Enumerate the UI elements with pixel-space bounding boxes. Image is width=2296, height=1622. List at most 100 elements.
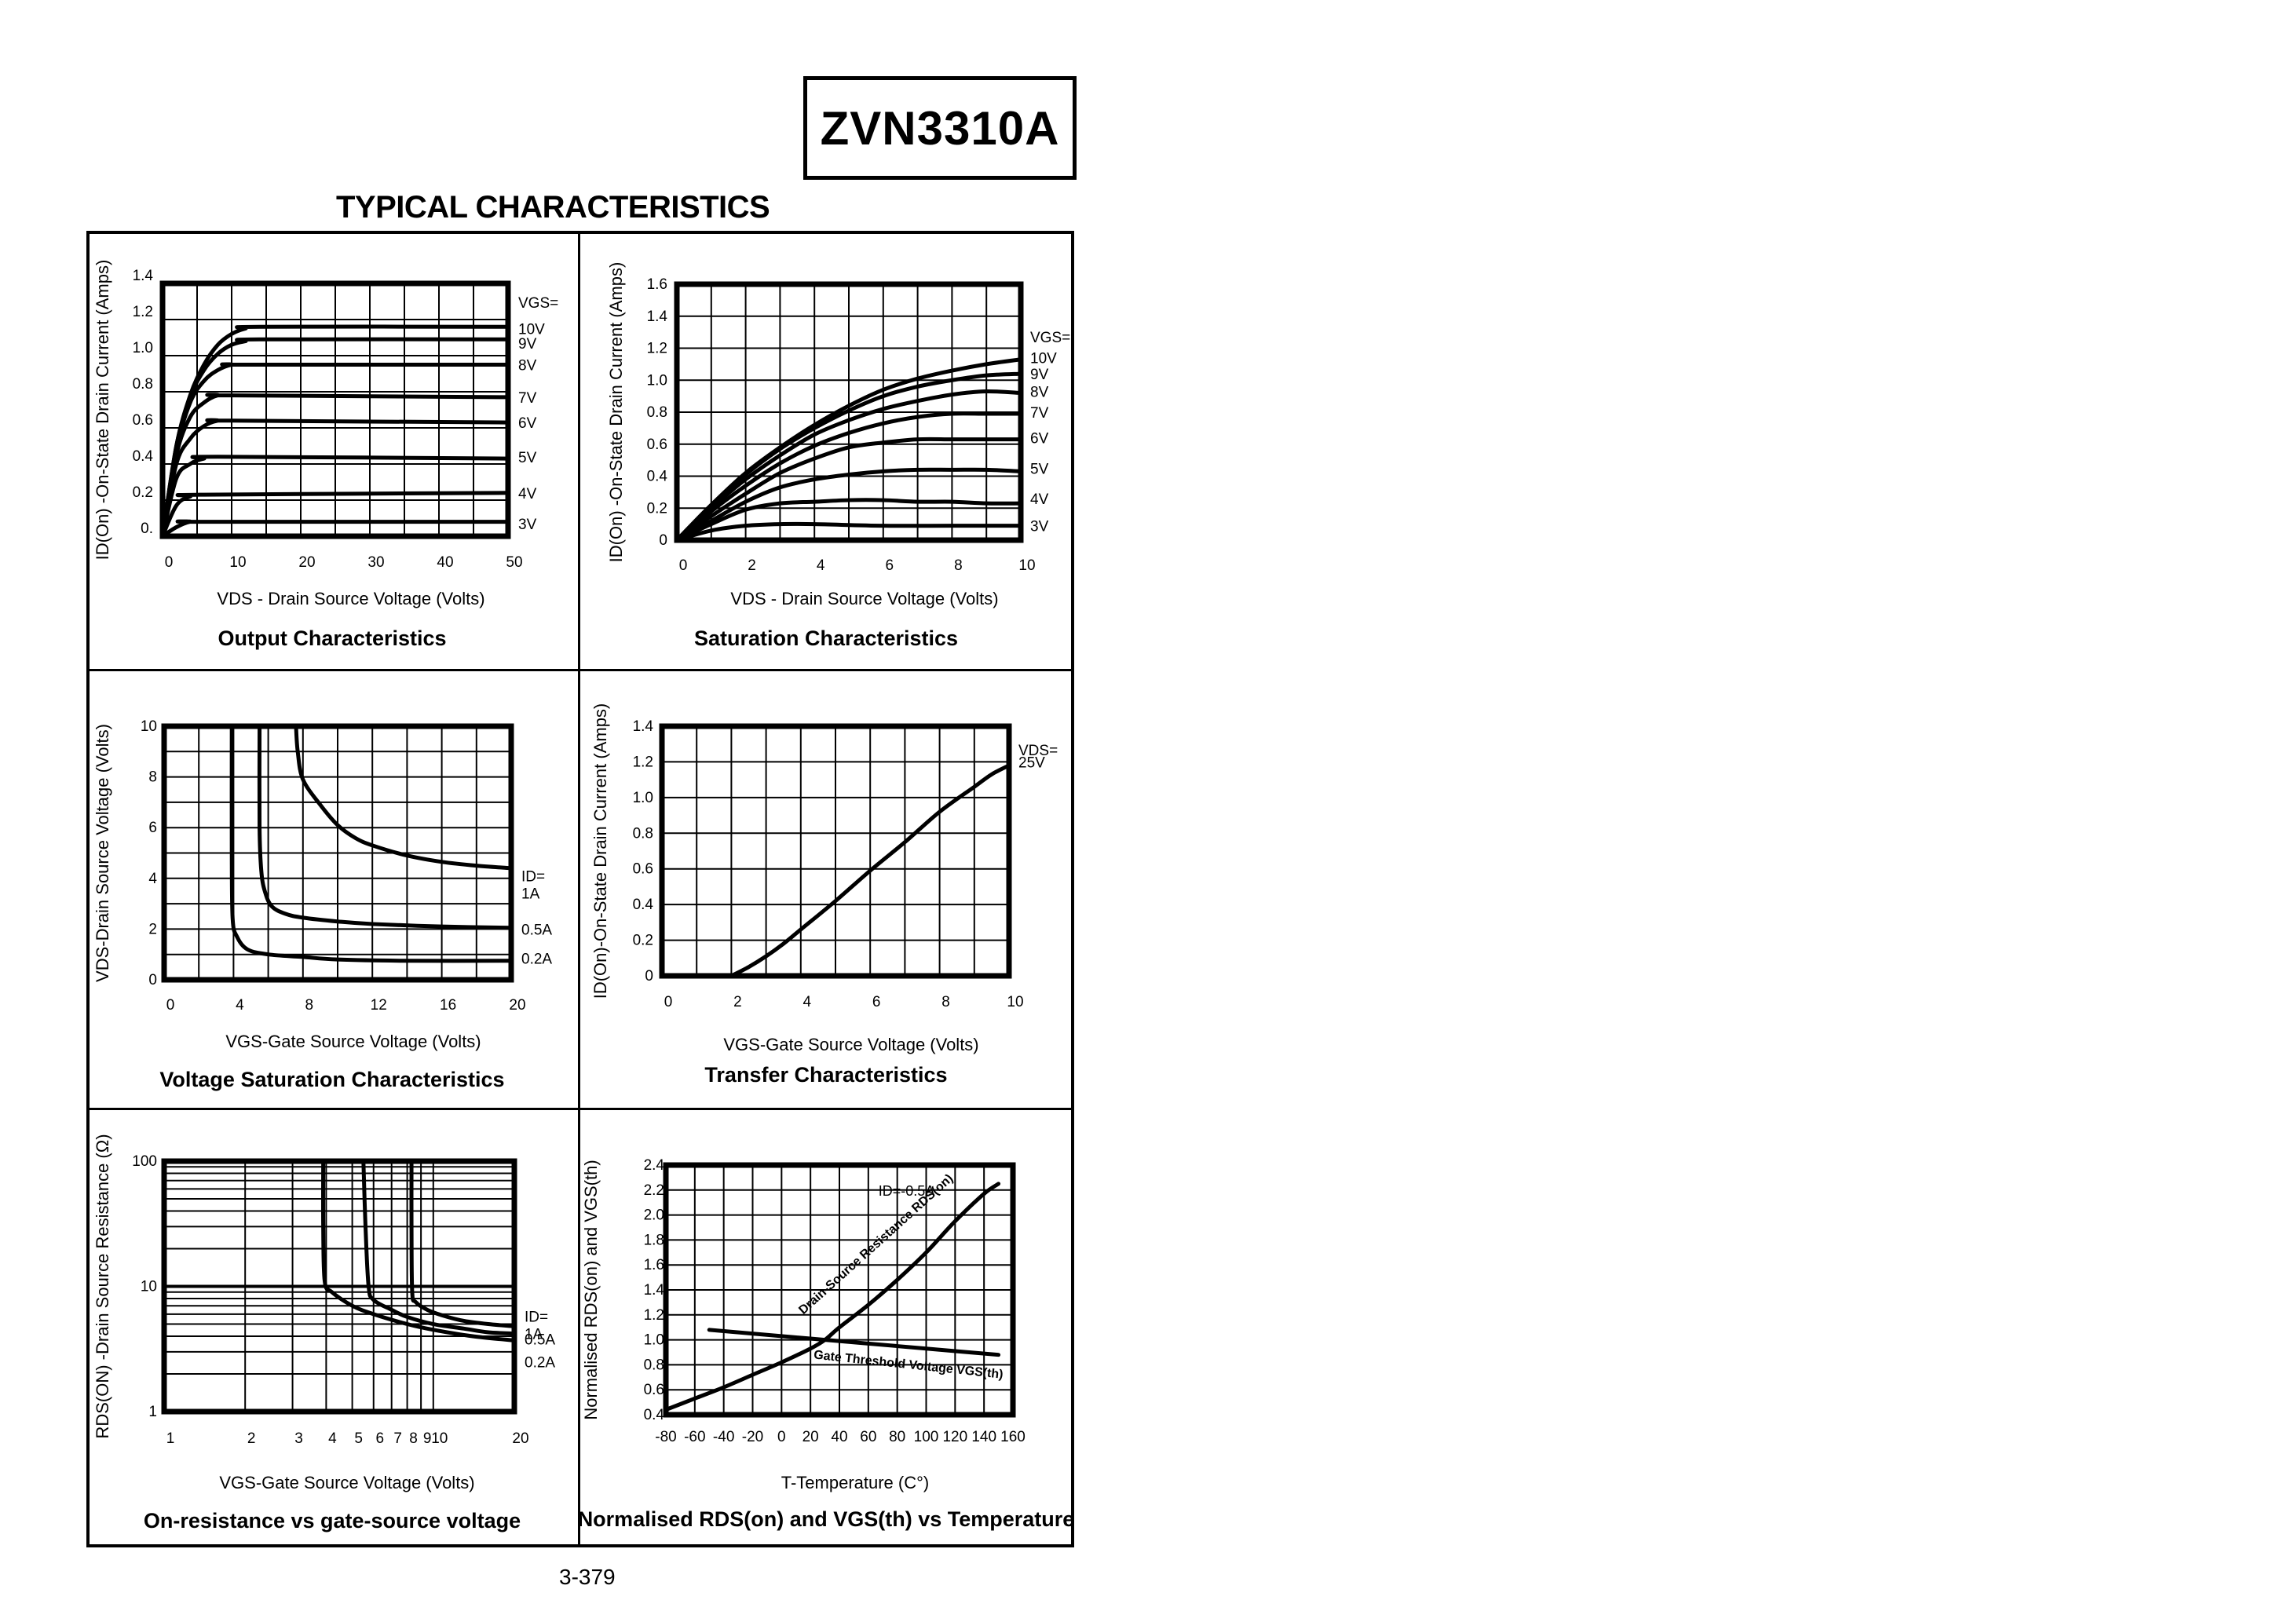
svg-text:1.2: 1.2 [133, 304, 153, 320]
svg-text:1A: 1A [525, 1326, 543, 1343]
svg-text:0.6: 0.6 [644, 1382, 664, 1398]
y-axis-label: ID(On) -On-State Drain Current (Amps) [606, 262, 626, 563]
svg-text:8: 8 [305, 997, 314, 1014]
svg-text:0.2A: 0.2A [521, 952, 552, 968]
svg-text:4: 4 [817, 557, 825, 574]
svg-text:10: 10 [431, 1430, 448, 1447]
series-line [294, 724, 514, 871]
chart-transfer: 0 0.2 0.4 0.6 0.8 1.0 1.2 1.4 0 2 4 6 8 10 VGS-Gate So… [590, 703, 1058, 1087]
svg-text:0.6: 0.6 [647, 437, 667, 453]
svg-text:0: 0 [664, 994, 673, 1010]
svg-text:4V: 4V [518, 486, 537, 502]
grid [163, 283, 508, 536]
series-line [409, 1159, 517, 1328]
svg-text:10: 10 [141, 718, 157, 735]
x-tick-labels: 0 4 8 12 16 20 [166, 997, 526, 1014]
charts-frame [86, 231, 1074, 1547]
svg-text:12: 12 [371, 997, 387, 1014]
svg-text:2: 2 [748, 557, 756, 574]
x-axis-label: VGS-Gate Source Voltage (Volts) [219, 1473, 474, 1492]
svg-text:0.4: 0.4 [644, 1407, 665, 1423]
svg-text:1: 1 [166, 1430, 175, 1447]
svg-text:0.2: 0.2 [133, 484, 153, 501]
svg-text:1: 1 [148, 1404, 157, 1420]
chart-saturation: 0 0.2 0.4 0.6 0.8 1.0 1.2 1.4 1.6 0 2 4 6 8 10 VDS - Dr… [606, 262, 1070, 650]
y-tick-labels: 0 2 4 6 8 10 [141, 718, 158, 988]
svg-text:10: 10 [141, 1279, 157, 1295]
svg-text:6: 6 [886, 557, 894, 574]
series-line [729, 763, 1011, 978]
x-axis-label: T-Temperature (C°) [781, 1473, 930, 1492]
svg-text:0.6: 0.6 [133, 412, 153, 429]
svg-text:0.8: 0.8 [647, 404, 667, 421]
svg-text:ID=: ID= [521, 869, 545, 886]
frame-vertical-divider [578, 231, 580, 1547]
svg-text:VDS=: VDS= [1018, 743, 1058, 759]
series-line [160, 519, 510, 539]
svg-text:6V: 6V [518, 415, 537, 432]
svg-text:9V: 9V [518, 336, 537, 353]
svg-text:60: 60 [860, 1429, 876, 1445]
svg-text:2.2: 2.2 [644, 1182, 664, 1199]
svg-text:20: 20 [803, 1429, 819, 1445]
svg-text:100: 100 [132, 1153, 157, 1170]
svg-text:1.2: 1.2 [644, 1307, 664, 1324]
plot-border [659, 723, 1012, 979]
svg-text:0.5A: 0.5A [525, 1332, 555, 1349]
svg-text:4: 4 [328, 1430, 337, 1447]
svg-text:100: 100 [914, 1429, 939, 1445]
chart-temperature: 0.40.60.81.01.21.41.61.82.02.22.4-80 -60-… [578, 1157, 1075, 1531]
svg-text:10: 10 [1007, 994, 1023, 1010]
svg-text:0: 0 [679, 557, 688, 574]
svg-text:0.: 0. [141, 521, 153, 537]
svg-text:0.8: 0.8 [133, 376, 153, 393]
svg-text:0: 0 [659, 532, 667, 549]
svg-text:10V: 10V [518, 322, 545, 338]
svg-text:4: 4 [803, 994, 812, 1010]
grid [662, 726, 1009, 976]
frame-horizontal-divider-1 [86, 669, 1074, 671]
svg-text:1.6: 1.6 [647, 276, 667, 293]
chart-title: Normalised RDS(on) and VGS(th) vs Temper… [578, 1507, 1075, 1531]
svg-text:0: 0 [165, 554, 174, 571]
svg-text:20: 20 [512, 1430, 528, 1447]
svg-text:6: 6 [872, 994, 881, 1010]
svg-text:0.2: 0.2 [647, 500, 667, 517]
svg-text:16: 16 [440, 997, 456, 1014]
part-number-box: ZVN3310A [803, 76, 1077, 180]
chart-title: Saturation Characteristics [694, 627, 958, 650]
chart-title: Voltage Saturation Characteristics [159, 1068, 504, 1091]
series-labels: ID=1A0.5A 0.2A [525, 1309, 555, 1371]
svg-text:80: 80 [889, 1429, 905, 1445]
svg-text:40: 40 [437, 554, 453, 571]
chart-title: On-resistance vs gate-source voltage [144, 1509, 521, 1532]
svg-text:VGS=: VGS= [518, 295, 558, 312]
series-line [675, 498, 1023, 542]
x-tick-labels: 0 2 4 6 8 10 [664, 994, 1024, 1010]
svg-text:120: 120 [942, 1429, 967, 1445]
svg-text:3V: 3V [1030, 519, 1049, 535]
svg-text:1.0: 1.0 [644, 1332, 664, 1349]
y-tick-labels: 0.4 0.6 0.8 1.0 1.2 1.4 1.6 1.8 2.0 2.2 2.4 [644, 1157, 665, 1423]
svg-text:7V: 7V [518, 390, 537, 407]
svg-text:20: 20 [509, 997, 525, 1014]
svg-text:10V: 10V [1030, 351, 1057, 367]
series-line [160, 418, 510, 539]
plot-border [663, 1162, 1016, 1418]
annotation-id: ID=-0.5A [879, 1183, 935, 1199]
x-tick-labels: 0 2 4 6 8 10 [679, 557, 1036, 574]
svg-text:50: 50 [506, 554, 522, 571]
svg-text:ID=: ID= [525, 1309, 548, 1325]
svg-text:30: 30 [367, 554, 384, 571]
svg-text:8V: 8V [1030, 385, 1049, 401]
svg-text:7V: 7V [1030, 405, 1049, 422]
svg-text:-40: -40 [713, 1429, 734, 1445]
series [160, 324, 510, 539]
svg-text:2.0: 2.0 [644, 1207, 664, 1224]
svg-text:40: 40 [831, 1429, 847, 1445]
page-number: 3-379 [559, 1565, 616, 1589]
series-line [664, 1182, 1001, 1412]
